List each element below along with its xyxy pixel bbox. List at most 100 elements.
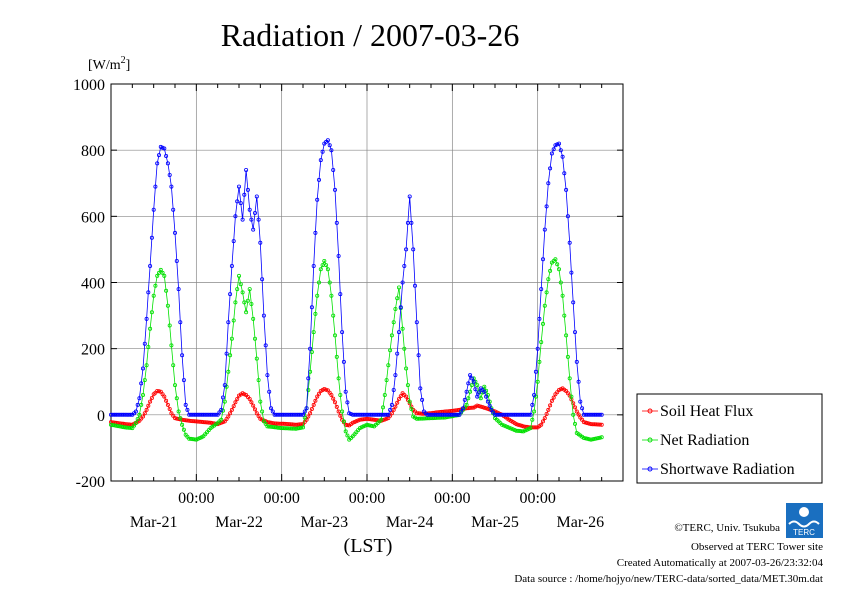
- data-point: [386, 412, 391, 417]
- data-point: [325, 138, 330, 143]
- data-point: [340, 330, 345, 335]
- data-point: [471, 379, 476, 384]
- data-point: [500, 422, 505, 427]
- data-point: [576, 412, 581, 417]
- data-point: [345, 423, 350, 428]
- data-point: [148, 399, 153, 404]
- data-point: [240, 290, 245, 295]
- data-point: [297, 422, 302, 427]
- data-point: [364, 416, 369, 421]
- data-point: [155, 273, 160, 278]
- data-point: [533, 425, 538, 430]
- data-point: [464, 389, 469, 394]
- data-point: [574, 359, 579, 364]
- x-day-label: Mar-25: [471, 514, 519, 531]
- x-time-label: 00:00: [519, 490, 555, 507]
- data-point: [251, 403, 256, 408]
- data-point: [389, 333, 394, 338]
- data-point: [324, 263, 329, 268]
- data-point: [311, 263, 316, 268]
- data-point: [594, 422, 599, 427]
- data-point: [565, 214, 570, 219]
- data-point: [338, 292, 343, 297]
- data-point: [252, 336, 257, 341]
- data-point: [313, 230, 318, 235]
- data-point: [571, 300, 576, 305]
- data-point: [386, 363, 391, 368]
- x-day-label: Mar-23: [300, 514, 348, 531]
- series-0: [109, 386, 604, 430]
- data-point: [589, 422, 594, 427]
- data-point: [140, 414, 145, 419]
- data-point: [476, 404, 481, 409]
- data-point: [137, 412, 142, 417]
- data-point: [379, 417, 384, 422]
- data-point: [176, 409, 181, 414]
- data-point: [172, 416, 177, 421]
- data-point: [478, 404, 483, 409]
- data-point: [235, 287, 240, 292]
- data-point: [322, 258, 327, 263]
- data-point: [133, 421, 138, 426]
- logo-wave-icon: [788, 520, 820, 528]
- y-tick-label: 1000: [73, 77, 105, 94]
- legend-marker: [647, 408, 653, 414]
- data-point: [564, 333, 569, 338]
- data-point: [146, 403, 151, 408]
- data-point: [594, 436, 599, 441]
- legend-label: Net Radiation: [660, 432, 749, 449]
- data-point: [165, 303, 170, 308]
- data-point: [188, 436, 193, 441]
- data-point: [169, 343, 174, 348]
- data-point: [242, 300, 247, 305]
- data-point: [299, 425, 304, 430]
- data-point: [164, 398, 169, 403]
- logo-droplet-icon: [799, 507, 809, 517]
- data-point: [258, 240, 263, 245]
- data-point: [311, 402, 316, 407]
- data-point: [580, 406, 585, 411]
- data-point: [597, 435, 602, 440]
- data-point: [420, 416, 425, 421]
- data-point: [140, 392, 145, 397]
- data-point: [308, 346, 313, 351]
- data-point: [268, 406, 273, 411]
- data-point: [402, 263, 407, 268]
- data-point: [270, 409, 275, 414]
- data-point: [583, 436, 588, 441]
- data-point: [281, 426, 286, 431]
- data-point: [361, 417, 366, 422]
- data-point: [400, 280, 405, 285]
- data-point: [313, 398, 318, 403]
- data-point: [462, 397, 467, 402]
- y-tick-label: 800: [81, 143, 105, 160]
- data-point: [548, 166, 553, 171]
- data-point: [283, 421, 288, 426]
- data-point: [343, 389, 348, 394]
- data-point: [233, 214, 238, 219]
- data-point: [233, 300, 238, 305]
- data-point: [590, 437, 595, 442]
- data-point: [267, 424, 272, 429]
- data-point: [315, 293, 320, 298]
- data-point: [395, 351, 400, 356]
- data-point: [532, 392, 537, 397]
- data-point: [578, 399, 583, 404]
- x-day-label: Mar-26: [556, 514, 604, 531]
- data-point: [185, 418, 190, 423]
- data-point: [135, 402, 140, 407]
- data-point: [156, 270, 161, 275]
- data-point: [181, 427, 186, 432]
- data-point: [501, 423, 506, 428]
- data-point: [452, 408, 457, 413]
- data-point: [396, 396, 401, 401]
- y-tick-label: 600: [81, 209, 105, 226]
- data-point: [548, 268, 553, 273]
- data-point: [292, 426, 297, 431]
- data-point: [251, 316, 256, 321]
- data-point: [167, 406, 172, 411]
- x-time-label: 00:00: [349, 490, 385, 507]
- data-point: [146, 344, 151, 349]
- data-point: [549, 398, 554, 403]
